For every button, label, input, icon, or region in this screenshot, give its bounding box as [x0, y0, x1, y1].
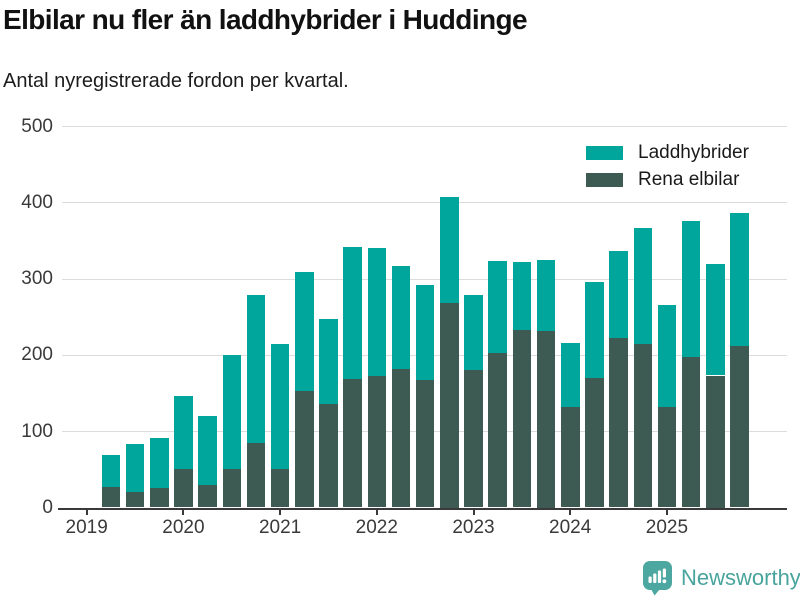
bar-2020Q3-rena-elbilar: [222, 468, 241, 508]
bar-2023Q1-laddhybrider: [464, 294, 483, 371]
bar-2019Q4-rena-elbilar: [150, 488, 169, 508]
legend-item-rena-elbilar: Rena elbilar: [586, 169, 739, 191]
newsworthy-logo-icon: [643, 561, 672, 596]
x-axis-label-2021: 2021: [258, 517, 302, 538]
x-axis-line: [58, 507, 787, 510]
bar-2025Q3-rena-elbilar: [706, 375, 725, 508]
bar-2019Q2-rena-elbilar: [101, 486, 121, 508]
bar-2021Q3-rena-elbilar: [319, 403, 338, 508]
x-axis-label-2023: 2023: [452, 517, 495, 538]
gridline-400: [62, 202, 787, 204]
y-axis-label-0: 0: [42, 497, 53, 518]
x-axis-tick-2021: [279, 510, 282, 515]
bar-2025Q2-rena-elbilar: [681, 357, 701, 508]
y-axis-label-400: 400: [21, 191, 53, 213]
bar-2025Q4-rena-elbilar: [730, 345, 749, 508]
bar-2022Q1-rena-elbilar: [367, 376, 387, 508]
x-axis-tick-2025: [665, 510, 668, 515]
bar-2023Q2-rena-elbilar: [488, 353, 507, 508]
bar-2024Q1-rena-elbilar: [561, 406, 580, 508]
bar-2022Q3-rena-elbilar: [415, 380, 435, 508]
bar-2021Q1-laddhybrider: [270, 343, 290, 469]
x-axis-tick-2022: [375, 510, 378, 515]
bar-2020Q4-laddhybrider: [246, 294, 266, 444]
bar-2022Q3-laddhybrider: [415, 284, 435, 381]
bar-2024Q3-rena-elbilar: [609, 338, 628, 508]
bar-2025Q1-rena-elbilar: [657, 406, 677, 508]
bar-2020Q2-rena-elbilar: [198, 485, 217, 508]
x-axis-label-2020: 2020: [162, 517, 205, 538]
y-axis-label-200: 200: [21, 344, 53, 366]
bar-2019Q2-laddhybrider: [101, 454, 121, 487]
bar-2024Q4-rena-elbilar: [633, 344, 652, 508]
legend-label: Rena elbilar: [638, 169, 740, 190]
bar-2024Q4-laddhybrider: [633, 228, 652, 345]
x-axis-tick-2023: [472, 510, 475, 515]
x-axis-label-2022: 2022: [355, 517, 398, 538]
bar-2024Q2-rena-elbilar: [585, 377, 604, 508]
bar-2022Q2-rena-elbilar: [391, 368, 411, 508]
bar-2020Q2-laddhybrider: [198, 415, 217, 486]
bar-2024Q1-laddhybrider: [561, 342, 580, 407]
y-axis-label-500: 500: [21, 115, 53, 137]
x-axis-label-2025: 2025: [645, 517, 689, 538]
bar-2021Q1-rena-elbilar: [270, 468, 290, 508]
bar-2019Q3-rena-elbilar: [125, 492, 145, 508]
y-axis-label-300: 300: [21, 268, 53, 290]
bar-2022Q4-rena-elbilar: [440, 303, 459, 508]
bar-2019Q3-laddhybrider: [125, 444, 145, 493]
bar-2021Q3-laddhybrider: [319, 319, 338, 404]
bar-2025Q3-laddhybrider: [706, 264, 725, 376]
bar-2022Q2-laddhybrider: [391, 265, 411, 369]
brand-name: Newsworthy: [681, 564, 800, 590]
bar-2025Q4-laddhybrider: [730, 213, 749, 346]
legend-label: Laddhybrider: [638, 142, 749, 163]
x-axis-tick-2024: [569, 510, 572, 515]
bar-2020Q1-rena-elbilar: [174, 469, 193, 508]
newsworthy-brand[interactable]: Newsworthy: [642, 559, 800, 596]
bar-2025Q2-laddhybrider: [681, 220, 701, 358]
bar-2020Q3-laddhybrider: [222, 354, 241, 469]
x-axis-tick-2020: [182, 510, 185, 515]
legend-swatch-laddhybrider: [586, 146, 623, 160]
bar-2020Q1-laddhybrider: [174, 396, 193, 470]
bar-2023Q3-laddhybrider: [512, 261, 532, 330]
x-axis-label-2024: 2024: [549, 517, 592, 538]
bar-2019Q4-laddhybrider: [150, 438, 169, 489]
bar-2022Q1-laddhybrider: [367, 248, 387, 377]
bar-2021Q4-rena-elbilar: [343, 379, 362, 508]
bar-2023Q4-laddhybrider: [536, 259, 556, 331]
x-axis-tick-2019: [85, 510, 88, 515]
chart-subtitle: Antal nyregistrerade fordon per kvartal.: [3, 70, 349, 92]
bar-2021Q4-laddhybrider: [343, 247, 362, 380]
x-axis-label-2019: 2019: [65, 517, 108, 538]
y-axis-label-100: 100: [21, 420, 53, 442]
bar-2023Q4-rena-elbilar: [536, 330, 556, 508]
bar-2023Q1-rena-elbilar: [464, 370, 483, 508]
bar-2023Q2-laddhybrider: [488, 261, 507, 354]
gridline-300: [62, 278, 787, 280]
bar-2024Q2-laddhybrider: [585, 281, 604, 378]
bar-2023Q3-rena-elbilar: [512, 329, 532, 508]
gridline-500: [62, 126, 787, 127]
bar-2022Q4-laddhybrider: [440, 197, 459, 304]
bar-2021Q2-laddhybrider: [295, 271, 314, 391]
bar-2020Q4-rena-elbilar: [246, 443, 266, 508]
page-title: Elbilar nu fler än laddhybrider i Huddin…: [3, 4, 528, 35]
legend-swatch-rena-elbilar: [586, 173, 623, 187]
bar-2021Q2-rena-elbilar: [295, 390, 314, 508]
bar-2024Q3-laddhybrider: [609, 251, 628, 339]
legend-item-laddhybrider: Laddhybrider: [586, 142, 749, 164]
bar-2025Q1-laddhybrider: [657, 305, 677, 407]
